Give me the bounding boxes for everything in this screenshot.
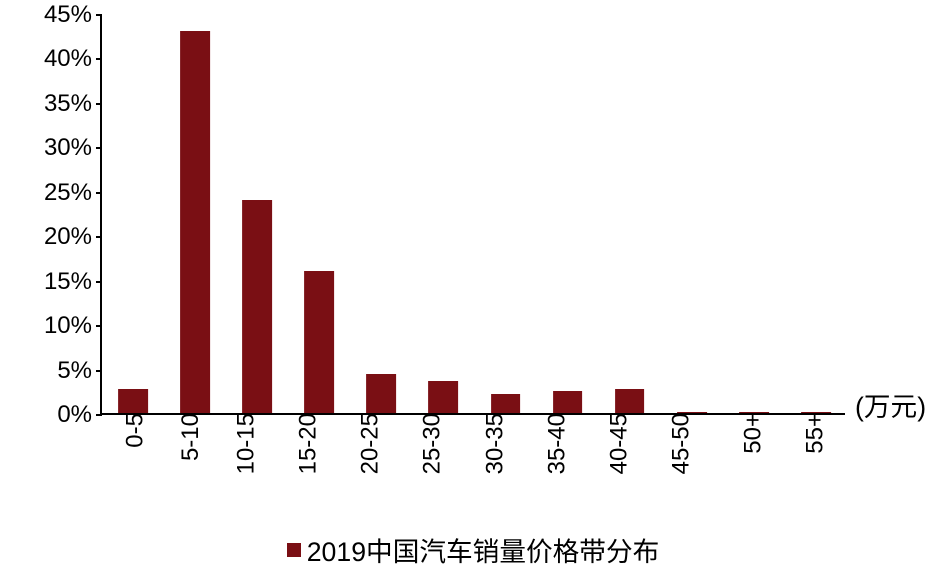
y-tick-label: 25% [44,179,92,207]
y-tick-mark [96,370,102,372]
x-tick-label: 15-20 [295,425,344,441]
bar-slot: 40-45 [599,15,661,413]
legend: 2019中国汽车销量价格带分布 [0,530,946,569]
bar-slot: 35-40 [537,15,599,413]
bar [491,394,521,413]
bar-slot: 15-20 [288,15,350,413]
axis-unit-label: (万元) [855,385,926,424]
x-tick-label: 30-35 [481,425,530,441]
bars-layer: 0-55-1010-1515-2020-2525-3030-3535-4040-… [102,15,845,413]
y-tick-label: 30% [44,134,92,162]
bar [366,374,396,413]
bar-slot: 20-25 [350,15,412,413]
y-tick-label: 20% [44,223,92,251]
x-tick-label: 20-25 [357,425,406,441]
y-tick-label: 5% [57,357,92,385]
bar [553,391,583,413]
y-tick-label: 15% [44,268,92,296]
x-tick-label: 55+ [802,425,831,441]
bar-slot: 0-5 [102,15,164,413]
y-tick-mark [96,325,102,327]
plot-area: 0-55-1010-1515-2020-2525-3030-3535-4040-… [100,15,845,415]
bar [118,389,148,413]
y-tick-mark [96,58,102,60]
bar-slot: 10-15 [226,15,288,413]
legend-swatch [287,543,301,557]
bar-slot: 5-10 [164,15,226,413]
bar [304,271,334,413]
y-tick-mark [96,192,102,194]
x-tick-label: 0-5 [122,425,145,441]
y-tick-label: 10% [44,312,92,340]
y-tick-mark [96,103,102,105]
y-tick-mark [96,236,102,238]
y-tick-mark [96,414,102,416]
y-tick-label: 0% [57,401,92,429]
bar [180,31,210,413]
y-tick-label: 40% [44,45,92,73]
y-tick-label: 45% [44,1,92,29]
bar-slot: 30-35 [475,15,537,413]
y-tick-mark [96,14,102,16]
bar-slot: 50+ [723,15,785,413]
x-tick-label: 25-30 [419,425,468,441]
x-tick-label: 40-45 [605,425,654,441]
x-tick-label: 35-40 [543,425,592,441]
bar [615,389,645,413]
x-tick-label: 5-10 [177,425,213,441]
bar-slot: 25-30 [412,15,474,413]
x-tick-label: 10-15 [232,425,281,441]
y-tick-label: 35% [44,90,92,118]
bar-slot: 55+ [785,15,847,413]
chart-container: 0-55-1010-1515-2020-2525-3030-3535-4040-… [0,0,946,571]
y-tick-mark [96,281,102,283]
y-tick-mark [96,147,102,149]
x-tick-label: 50+ [740,425,769,441]
axis-unit-text: (万元) [855,392,926,422]
bar-slot: 45-50 [661,15,723,413]
x-tick-label: 45-50 [667,425,716,441]
legend-label: 2019中国汽车销量价格带分布 [307,530,660,569]
bar [242,200,272,413]
bar [429,381,459,413]
